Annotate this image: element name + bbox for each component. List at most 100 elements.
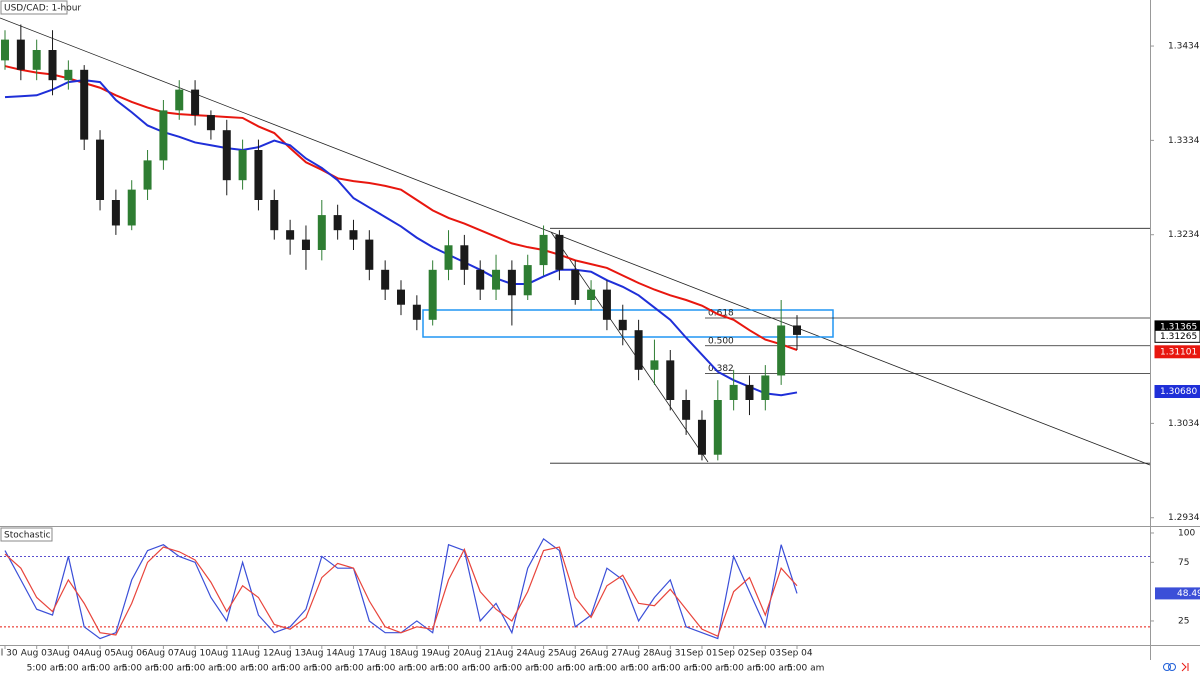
- x-tick-label: Aug 18: [369, 649, 401, 659]
- x-sublabel: 5:00 am: [787, 664, 824, 674]
- x-sublabel: 5:00 am: [217, 664, 254, 674]
- candle-body: [397, 289, 405, 305]
- candle-body: [713, 400, 722, 455]
- x-tick-label: Sep 04: [781, 649, 813, 659]
- x-sublabel: 5:00 am: [122, 664, 159, 674]
- x-sublabel: 5:00 am: [565, 664, 602, 674]
- zone-box: [422, 309, 834, 338]
- candle-body: [143, 160, 152, 190]
- y-tick-label: 1.29342: [1168, 513, 1200, 523]
- candle-body: [191, 89, 200, 116]
- candle-body: [301, 239, 310, 250]
- x-tick-label: Aug 25: [528, 649, 560, 659]
- y-tick-label: 1.32342: [1168, 230, 1200, 240]
- candle-body: [175, 89, 184, 111]
- price-marker: [1154, 345, 1200, 359]
- candle-body: [618, 319, 627, 331]
- x-tick-label: Aug 26: [559, 649, 591, 659]
- candle-body: [587, 289, 596, 300]
- candle-body: [650, 360, 659, 370]
- x-sublabel: 5:00 am: [153, 664, 190, 674]
- x-tick-label: Aug 03: [21, 649, 53, 659]
- panel-title-box: [0, 527, 53, 542]
- y-tick-label: 25: [1178, 616, 1189, 626]
- candle-body: [381, 269, 390, 290]
- candle-body: [317, 215, 326, 250]
- x-tick-label: Aug 04: [52, 649, 84, 659]
- x-tick-label: Aug 11: [211, 649, 243, 659]
- x-sublabel: 5:00 am: [90, 664, 127, 674]
- stochastic-line: [4, 546, 798, 638]
- value-marker-label: 48.49: [1177, 589, 1200, 599]
- y-tick-label: 1.30342: [1168, 419, 1200, 429]
- x-sublabel: 5:00 am: [755, 664, 792, 674]
- x-sublabel: 5:00 am: [692, 664, 729, 674]
- x-sublabel: 5:00 am: [27, 664, 64, 674]
- candle-body: [349, 230, 358, 240]
- candle-body: [254, 150, 263, 200]
- candle-body: [697, 419, 706, 455]
- x-sublabel: 5:00 am: [534, 664, 571, 674]
- candle-body: [127, 189, 136, 226]
- fib-level-label: 0.618: [708, 309, 734, 319]
- x-tick-label: Aug 19: [401, 649, 433, 659]
- candle-body: [634, 330, 643, 370]
- x-tick-label: Aug 21: [464, 649, 496, 659]
- candle-body: [111, 200, 120, 226]
- candle-body: [523, 265, 532, 296]
- fib-level-label: 0.382: [708, 364, 734, 374]
- x-tick-label: Sep 01: [686, 649, 717, 659]
- price-marker-label: 1.31365: [1160, 322, 1197, 332]
- fib-level-label: 0.500: [708, 336, 734, 346]
- x-sublabel: 5:00 am: [407, 664, 444, 674]
- toolbar-icons[interactable]: [1163, 662, 1189, 672]
- x-tick-label: Sep 02: [718, 649, 749, 659]
- candle-body: [460, 245, 469, 270]
- panel-title: Stochastic: [4, 531, 51, 541]
- candle-body: [555, 234, 564, 270]
- y-tick-label: 1.34342: [1168, 42, 1200, 52]
- candle-body: [222, 130, 231, 181]
- y-tick-label: 1.33342: [1168, 136, 1200, 146]
- candle-body: [745, 384, 754, 400]
- price-marker: [1154, 385, 1200, 399]
- title-box: [0, 0, 68, 15]
- price-marker: [1154, 329, 1200, 343]
- x-tick-label: Aug 12: [242, 649, 274, 659]
- candle-body: [666, 360, 675, 400]
- x-tick-label: Aug 06: [116, 649, 148, 659]
- y-tick-label: 100: [1178, 528, 1195, 538]
- icon[interactable]: [1163, 663, 1171, 671]
- candle-body: [365, 239, 374, 270]
- x-tick-label: Aug 14: [306, 649, 338, 659]
- x-sublabel: 5:00 am: [343, 664, 380, 674]
- x-tick-label: Aug 27: [591, 649, 623, 659]
- icon[interactable]: [1168, 663, 1176, 671]
- value-marker: [1155, 587, 1200, 600]
- candle-body: [476, 269, 485, 290]
- marks: 1.29342 1.30342 1.32342 1.33342 1.34342 Jul 3…: [0, 24, 1200, 674]
- candle-body: [539, 234, 548, 266]
- candle-body: [16, 39, 25, 70]
- candle-body: [1, 39, 9, 61]
- candle-body: [571, 269, 580, 300]
- candle-body: [761, 375, 770, 400]
- price-marker-label: 1.31101: [1160, 347, 1197, 357]
- y-tick-label: 75: [1178, 558, 1189, 568]
- x-sublabel: 5:00 am: [439, 664, 476, 674]
- x-tick-label: Jul 30: [0, 649, 18, 659]
- icon[interactable]: [1181, 662, 1189, 672]
- candle-body: [444, 245, 453, 270]
- candle-body: [729, 384, 738, 400]
- x-sublabel: 5:00 am: [280, 664, 317, 674]
- moving-average: [4, 65, 798, 351]
- candle-body: [96, 139, 105, 200]
- x-sublabel: 5:00 am: [660, 664, 697, 674]
- x-tick-label: Aug 20: [433, 649, 465, 659]
- chart-title: USD/CAD: 1-hour: [4, 4, 81, 14]
- x-sublabel: 5:00 am: [470, 664, 507, 674]
- x-sublabel: 5:00 am: [629, 664, 666, 674]
- x-tick-label: Aug 24: [496, 649, 528, 659]
- candle-body: [32, 50, 41, 70]
